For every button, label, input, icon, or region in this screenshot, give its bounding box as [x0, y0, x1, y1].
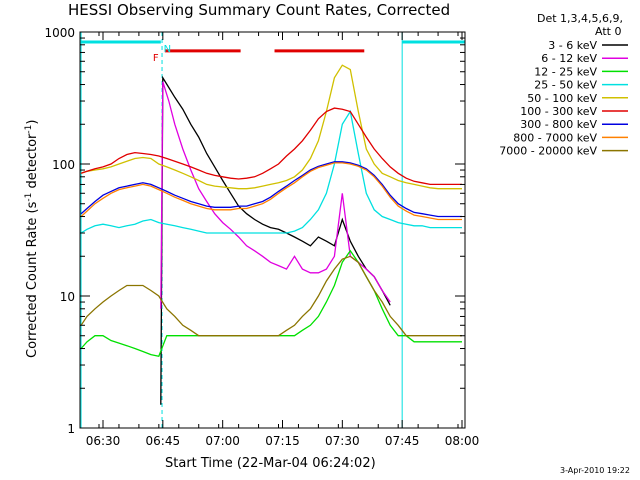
y-tick-label-3: 1000 — [44, 26, 75, 40]
series-line-8 — [80, 255, 462, 337]
y-tick-label-2: 100 — [52, 158, 75, 172]
legend-label-0: 3 - 6 keV — [548, 39, 597, 52]
x-axis-label: Start Time (22-Mar-04 06:24:02) — [165, 456, 376, 471]
legend-header-1: Det 1,3,4,5,6,9, — [537, 12, 623, 25]
x-tick-label-3: 07:15 — [265, 434, 300, 448]
plot-inner: FN — [80, 32, 465, 428]
plot-frame — [79, 31, 466, 429]
series-line-0 — [160, 75, 391, 405]
series-line-6 — [80, 161, 462, 218]
y-tick-label-1: 10 — [60, 290, 75, 304]
chart-title: HESSI Observing Summary Count Rates, Cor… — [68, 1, 450, 19]
x-axis-ticks: 06:30 06:45 07:00 07:15 07:30 07:45 08:00 — [86, 32, 480, 448]
x-tick-label-1: 06:45 — [146, 434, 181, 448]
y-axis-ticks: 1 10 100 1000 — [44, 26, 465, 436]
legend-label-6: 300 - 800 keV — [520, 118, 597, 131]
plot-area: FN — [80, 32, 465, 428]
legend-label-2: 12 - 25 keV — [534, 65, 597, 78]
series-line-2 — [80, 249, 462, 357]
y-tick-label-0: 1 — [67, 422, 75, 436]
legend-label-7: 800 - 7000 keV — [513, 131, 597, 144]
series-line-4 — [80, 64, 462, 190]
legend-label-8: 7000 - 20000 keV — [499, 145, 597, 158]
legend-label-4: 50 - 100 keV — [527, 92, 597, 105]
marker-0: F — [153, 53, 159, 64]
y-axis-label-part2: detector — [25, 133, 40, 193]
series-line-5 — [80, 107, 462, 186]
legend-header-2: Att 0 — [595, 25, 621, 38]
legend-label-3: 25 - 50 keV — [534, 79, 597, 92]
series-line-7 — [80, 162, 462, 221]
y-axis-label: Corrected Count Rate (s-1 detector-1) — [24, 120, 40, 358]
date-stamp: 3-Apr-2010 19:22 — [560, 466, 630, 475]
y-axis-label-part1: Corrected Count Rate (s — [25, 201, 40, 358]
series-line-3 — [80, 109, 462, 234]
legend-label-1: 6 - 12 keV — [541, 52, 597, 65]
legend-label-5: 100 - 300 keV — [520, 105, 597, 118]
y-axis-label-sup1: -1 — [24, 193, 34, 202]
x-tick-label-6: 08:00 — [445, 434, 480, 448]
y-axis-label-part3: ) — [25, 120, 40, 125]
x-tick-label-4: 07:30 — [325, 434, 360, 448]
marker-1: N — [164, 44, 171, 55]
x-tick-label-2: 07:00 — [205, 434, 240, 448]
axes — [79, 31, 466, 429]
x-tick-label-0: 06:30 — [86, 434, 121, 448]
x-tick-label-5: 07:45 — [385, 434, 420, 448]
y-axis-label-sup2: -1 — [24, 125, 34, 134]
